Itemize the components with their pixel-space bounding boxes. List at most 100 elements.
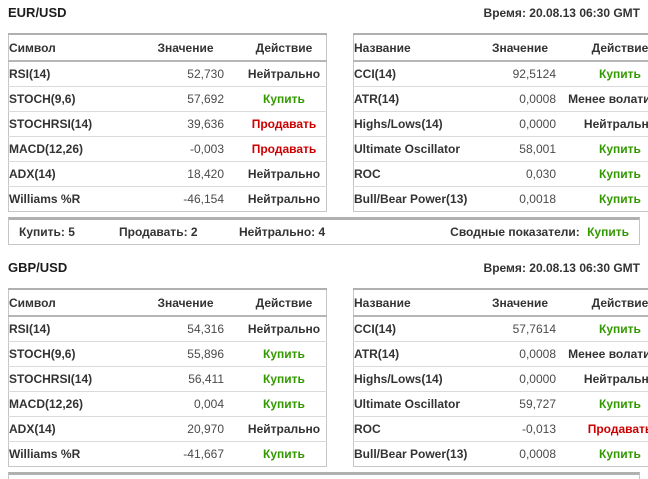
table-row: ADX(14) 20,970 Нейтрально — [8, 416, 327, 442]
other-indicators-table: Название Значение Действие CCI(14) 57,76… — [353, 288, 648, 467]
col-header-value: Значение — [147, 289, 242, 317]
indicator-value: 0,030 — [484, 161, 568, 187]
table-row: ATR(14) 0,0008 Менее волатилен — [353, 86, 648, 112]
indicator-action: Купить — [568, 391, 648, 417]
indicator-value: 92,5124 — [512, 67, 556, 81]
indicator-name: RSI(14) — [9, 67, 51, 81]
table-row: Ultimate Oscillator 58,001 Купить — [353, 136, 648, 162]
indicator-value: -0,013 — [484, 416, 568, 442]
indicator-value: 57,7614 — [512, 322, 556, 336]
table-row: CCI(14) 57,7614 Купить — [354, 316, 648, 342]
summary-bar: Купить: 7 Продавать: 1 Нейтрально: 3 Сво… — [8, 472, 640, 479]
indicator-name: STOCH(9,6) — [8, 341, 147, 367]
indicator-name: CCI(14) — [354, 322, 397, 336]
indicator-name: STOCH(9,6) — [8, 86, 147, 112]
indicator-name: ATR(14) — [353, 86, 484, 112]
col-header-symbol: Символ — [8, 289, 147, 317]
indicator-name: Williams %R — [8, 441, 147, 467]
table-row: Williams %R -41,667 Купить — [8, 441, 327, 467]
summary-neutral-count: Нейтрально: 4 — [239, 225, 326, 239]
indicator-action: Купить — [242, 341, 327, 367]
indicator-value: 0,0018 — [484, 186, 568, 212]
indicator-action: Нейтрально — [247, 322, 321, 336]
indicator-value: 20,970 — [147, 416, 242, 442]
summary-buy-count: Купить: 5 — [19, 225, 75, 239]
table-row: MACD(12,26) 0,004 Купить — [8, 391, 327, 417]
pair-section-eurusd: EUR/USD Время: 20.08.13 06:30 GMT Символ… — [8, 5, 648, 245]
summary-overall-value: Купить — [587, 225, 629, 239]
table-row: ROC -0,013 Продавать — [353, 416, 648, 442]
indicator-action: Купить — [242, 441, 327, 467]
indicator-action: Нейтрально — [568, 111, 648, 137]
col-header-action: Действие — [568, 34, 648, 62]
table-row: Highs/Lows(14) 0,0000 Нейтрально — [353, 366, 648, 392]
indicator-name: Highs/Lows(14) — [353, 366, 484, 392]
indicator-value: 0,0008 — [484, 341, 568, 367]
indicator-name: ATR(14) — [353, 341, 484, 367]
summary-bar: Купить: 5 Продавать: 2 Нейтрально: 4 Сво… — [8, 217, 640, 245]
col-header-action: Действие — [242, 34, 327, 62]
indicator-name: MACD(12,26) — [8, 391, 147, 417]
table-row: MACD(12,26) -0,003 Продавать — [8, 136, 327, 162]
summary-sell-count: Продавать: 2 — [119, 225, 198, 239]
col-header-name: Название — [353, 289, 484, 317]
indicator-action: Нейтрально — [568, 366, 648, 392]
table-row: Ultimate Oscillator 59,727 Купить — [353, 391, 648, 417]
indicator-value: 0,004 — [147, 391, 242, 417]
tables-row: Символ Значение Действие RSI(14) 54,316 … — [8, 288, 648, 467]
indicator-value: 59,727 — [484, 391, 568, 417]
indicator-value: 57,692 — [147, 86, 242, 112]
table-row: STOCHRSI(14) 56,411 Купить — [8, 366, 327, 392]
table-row: RSI(14) 54,316 Нейтрально — [9, 316, 327, 342]
pair-section-gbpusd: GBP/USD Время: 20.08.13 06:30 GMT Символ… — [8, 260, 648, 479]
indicator-name: CCI(14) — [354, 67, 397, 81]
indicator-action: Менее волатилен — [568, 341, 648, 367]
indicator-value: 56,411 — [147, 366, 242, 392]
oscillators-table: Символ Значение Действие RSI(14) 54,316 … — [8, 288, 327, 467]
table-row: Highs/Lows(14) 0,0000 Нейтрально — [353, 111, 648, 137]
indicator-name: ROC — [353, 416, 484, 442]
time-label: Время: 20.08.13 06:30 GMT — [483, 261, 640, 275]
indicator-value: 0,0000 — [484, 366, 568, 392]
indicator-value: 58,001 — [484, 136, 568, 162]
col-header-action: Действие — [242, 289, 327, 317]
indicator-name: STOCHRSI(14) — [8, 111, 147, 137]
indicator-action: Нейтрально — [242, 161, 327, 187]
indicator-value: 54,316 — [187, 322, 224, 336]
table-header-row: Символ Значение Действие — [8, 34, 327, 62]
indicator-action: Купить — [242, 391, 327, 417]
table-row: Williams %R -46,154 Нейтрально — [8, 186, 327, 212]
table-row: ADX(14) 18,420 Нейтрально — [8, 161, 327, 187]
oscillators-table: Символ Значение Действие RSI(14) 52,730 … — [8, 33, 327, 212]
indicator-value: -46,154 — [147, 186, 242, 212]
table-header-row: Название Значение Действие — [353, 34, 648, 62]
col-header-value: Значение — [484, 289, 568, 317]
indicator-name: ROC — [353, 161, 484, 187]
indicator-action: Нейтрально — [242, 186, 327, 212]
table-header-row: Название Значение Действие — [353, 289, 648, 317]
table-row: CCI(14) 92,5124 Купить — [354, 61, 648, 87]
indicator-value: 55,896 — [147, 341, 242, 367]
indicator-value: -0,003 — [147, 136, 242, 162]
table-row: RSI(14) 52,730 Нейтрально — [9, 61, 327, 87]
indicator-name: Williams %R — [8, 186, 147, 212]
indicator-name: Bull/Bear Power(13) — [353, 441, 484, 467]
indicator-action: Нейтрально — [247, 67, 321, 81]
indicator-action: Продавать — [568, 416, 648, 442]
table-row: Bull/Bear Power(13) 0,0018 Купить — [353, 186, 648, 212]
indicator-action: Менее волатилен — [568, 86, 648, 112]
col-header-value: Значение — [484, 34, 568, 62]
indicator-action: Купить — [568, 136, 648, 162]
indicator-action: Купить — [242, 366, 327, 392]
time-label: Время: 20.08.13 06:30 GMT — [483, 6, 640, 20]
indicator-value: 0,0000 — [484, 111, 568, 137]
tables-row: Символ Значение Действие RSI(14) 52,730 … — [8, 33, 648, 212]
col-header-action: Действие — [568, 289, 648, 317]
indicator-name: Bull/Bear Power(13) — [353, 186, 484, 212]
indicator-action: Продавать — [242, 136, 327, 162]
indicator-name: RSI(14) — [9, 322, 51, 336]
indicator-action: Купить — [242, 86, 327, 112]
indicator-action: Нейтрально — [242, 416, 327, 442]
indicator-name: MACD(12,26) — [8, 136, 147, 162]
